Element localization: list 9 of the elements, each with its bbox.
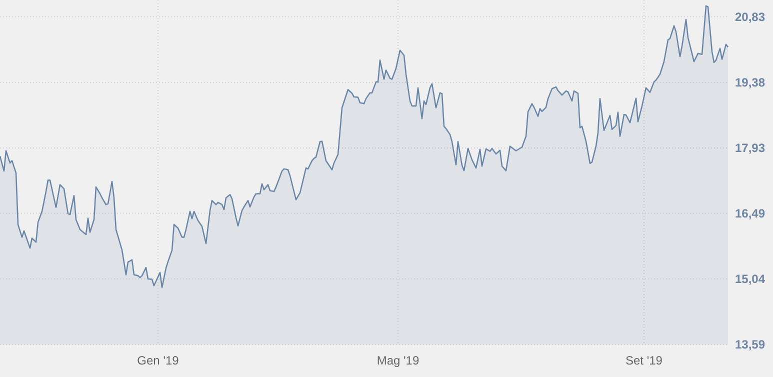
y-tick-label: 16,49 bbox=[735, 206, 766, 220]
y-tick-label: 15,04 bbox=[735, 272, 766, 286]
y-tick-label: 13,59 bbox=[735, 338, 766, 352]
y-tick-label: 19,38 bbox=[735, 76, 766, 90]
x-tick-label: Gen '19 bbox=[137, 354, 180, 368]
x-tick-label: Mag '19 bbox=[376, 354, 420, 368]
x-tick-label: Set '19 bbox=[626, 354, 663, 368]
y-tick-label: 20,83 bbox=[735, 10, 766, 24]
y-tick-label: 17,93 bbox=[735, 141, 766, 156]
